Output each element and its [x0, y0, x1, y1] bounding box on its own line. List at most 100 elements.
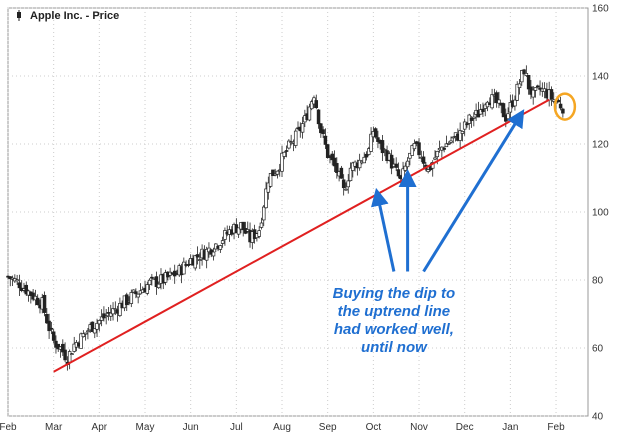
- candle: [319, 123, 323, 138]
- candle: [444, 135, 449, 148]
- candle: [442, 146, 446, 153]
- candle: [501, 102, 506, 118]
- x-tick-label: Apr: [92, 422, 108, 433]
- candle: [293, 128, 298, 149]
- candle: [533, 87, 538, 98]
- y-axis: 40 60 80 100 120 140 160: [592, 4, 609, 423]
- candle: [63, 342, 67, 363]
- candle: [111, 302, 115, 321]
- candle: [118, 297, 122, 318]
- candle: [150, 273, 154, 286]
- candle: [83, 332, 88, 341]
- candle: [104, 309, 108, 325]
- candle: [17, 274, 22, 297]
- candle: [526, 74, 531, 95]
- y-tick-label: 60: [592, 344, 604, 355]
- candle: [259, 217, 264, 230]
- candle: [97, 319, 102, 332]
- candle: [524, 65, 529, 77]
- candle: [389, 149, 394, 175]
- x-tick-label: Jun: [183, 422, 199, 433]
- candle: [362, 152, 366, 164]
- candle: [268, 172, 273, 188]
- candle: [458, 122, 462, 148]
- candle: [95, 318, 99, 338]
- y-tick-label: 140: [592, 72, 609, 83]
- candle: [465, 121, 469, 128]
- x-tick-label: Dec: [456, 422, 474, 433]
- candle: [330, 151, 335, 166]
- x-tick-label: Mar: [45, 422, 63, 433]
- candle: [517, 78, 522, 95]
- candle: [426, 169, 430, 174]
- candle: [109, 304, 113, 321]
- trendline-layer: [53, 98, 550, 373]
- annotation-line: had worked well,: [334, 321, 454, 338]
- candle: [70, 352, 74, 355]
- candle: [113, 301, 118, 316]
- candles-layer: [6, 65, 565, 371]
- candle: [136, 293, 140, 304]
- candle: [513, 95, 517, 111]
- candle: [531, 85, 535, 105]
- candle: [45, 308, 49, 324]
- candle: [561, 107, 565, 118]
- candle: [469, 116, 474, 128]
- candle: [145, 281, 150, 296]
- y-tick-label: 40: [592, 412, 604, 423]
- candle: [341, 174, 346, 196]
- candle: [266, 176, 271, 200]
- candle: [223, 227, 227, 246]
- candle: [81, 330, 86, 338]
- candle: [124, 292, 129, 311]
- candle: [344, 182, 348, 191]
- candle: [93, 328, 97, 339]
- candle: [369, 127, 373, 153]
- candle: [490, 88, 494, 110]
- candle: [186, 259, 191, 268]
- candle: [417, 138, 421, 159]
- candle: [220, 236, 225, 248]
- candle: [325, 144, 330, 159]
- candle: [549, 86, 554, 106]
- annotation-line: until now: [361, 339, 428, 356]
- candle: [300, 116, 305, 139]
- uptrend-line: [53, 98, 550, 373]
- candle: [47, 313, 51, 339]
- candle: [497, 91, 501, 109]
- candle: [193, 254, 197, 271]
- legend-label: Apple Inc. - Price: [30, 10, 119, 22]
- candle: [433, 150, 437, 161]
- candle: [134, 288, 138, 299]
- candle: [15, 274, 19, 286]
- candle: [373, 127, 378, 139]
- candle: [264, 181, 268, 209]
- candle: [339, 165, 344, 179]
- candle: [472, 112, 476, 127]
- candle: [287, 139, 291, 150]
- candle: [323, 128, 328, 149]
- x-tick-label: Jul: [230, 422, 243, 433]
- candle: [51, 329, 56, 344]
- candle: [218, 244, 223, 253]
- candle: [449, 136, 453, 144]
- candle: [280, 145, 284, 177]
- candle: [446, 141, 451, 145]
- candle: [309, 99, 314, 111]
- candle: [364, 151, 369, 161]
- annotation-line: Buying the dip to: [333, 285, 455, 302]
- candle: [316, 109, 321, 129]
- candle: [394, 157, 398, 172]
- candle: [147, 278, 152, 290]
- candle: [8, 276, 13, 287]
- grid-layer: [7, 7, 588, 417]
- candle: [335, 157, 339, 179]
- x-tick-label: Feb: [0, 422, 17, 433]
- candle: [348, 162, 353, 182]
- candle: [351, 161, 355, 178]
- candle: [314, 94, 319, 110]
- candle: [204, 246, 209, 269]
- candle: [42, 291, 47, 317]
- candle: [536, 84, 540, 89]
- annotation-arrow: [422, 109, 525, 273]
